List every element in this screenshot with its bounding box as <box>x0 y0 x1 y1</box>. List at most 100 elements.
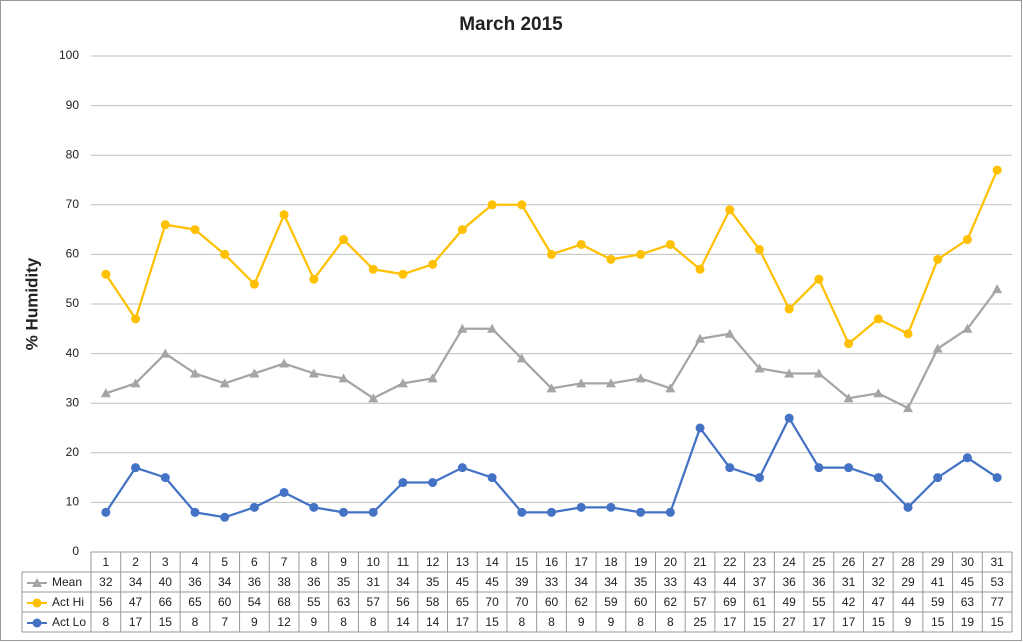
x-tick-label: 13 <box>456 555 470 569</box>
table-value: 35 <box>337 575 351 589</box>
table-value: 17 <box>812 615 826 629</box>
table-value: 34 <box>218 575 232 589</box>
data-point <box>397 378 408 388</box>
data-point <box>992 473 1002 483</box>
table-value: 44 <box>901 595 915 609</box>
data-point <box>279 210 289 220</box>
data-point <box>844 463 854 473</box>
x-tick-label: 12 <box>426 555 440 569</box>
table-value: 36 <box>782 575 796 589</box>
data-point <box>190 225 200 235</box>
table-value: 7 <box>221 615 228 629</box>
y-tick-label: 20 <box>66 445 80 459</box>
data-point <box>932 343 943 353</box>
x-tick-label: 1 <box>103 555 110 569</box>
table-value: 8 <box>548 615 555 629</box>
data-point <box>308 368 319 378</box>
table-value: 14 <box>426 615 440 629</box>
legend-key-marker <box>32 618 42 628</box>
table-value: 35 <box>634 575 648 589</box>
table-value: 9 <box>310 615 317 629</box>
data-point <box>903 502 913 512</box>
x-tick-label: 23 <box>753 555 767 569</box>
x-tick-label: 2 <box>132 555 139 569</box>
data-point <box>606 254 616 264</box>
table-value: 65 <box>456 595 470 609</box>
x-tick-label: 24 <box>782 555 796 569</box>
legend-key-marker <box>32 578 42 587</box>
table-value: 63 <box>961 595 975 609</box>
table-value: 8 <box>518 615 525 629</box>
table-value: 33 <box>545 575 559 589</box>
legend-label: Act Hi <box>52 595 84 609</box>
data-point <box>873 473 883 483</box>
table-value: 8 <box>370 615 377 629</box>
table-value: 53 <box>990 575 1004 589</box>
x-tick-label: 6 <box>251 555 258 569</box>
table-value: 35 <box>426 575 440 589</box>
x-tick-label: 4 <box>192 555 199 569</box>
table-value: 15 <box>990 615 1004 629</box>
table-value: 15 <box>872 615 886 629</box>
x-tick-label: 11 <box>397 555 410 569</box>
table-value: 8 <box>192 615 199 629</box>
table-value: 60 <box>218 595 232 609</box>
data-point <box>754 244 764 254</box>
x-tick-label: 16 <box>545 555 559 569</box>
x-tick-label: 10 <box>367 555 381 569</box>
table-value: 59 <box>604 595 618 609</box>
data-point <box>368 393 379 403</box>
data-point <box>665 383 676 393</box>
table-value: 66 <box>159 595 173 609</box>
table-value: 9 <box>251 615 258 629</box>
table-value: 15 <box>159 615 173 629</box>
data-point <box>457 323 468 333</box>
table-value: 70 <box>515 595 529 609</box>
data-point <box>725 463 735 473</box>
data-point <box>784 304 794 314</box>
data-point <box>309 502 319 512</box>
data-point <box>754 363 765 373</box>
x-tick-label: 8 <box>310 555 317 569</box>
table-value: 47 <box>129 595 143 609</box>
data-point <box>398 478 408 488</box>
x-tick-label: 14 <box>485 555 499 569</box>
data-point <box>101 269 111 279</box>
data-point <box>962 235 972 245</box>
table-value: 15 <box>485 615 499 629</box>
y-tick-label: 80 <box>66 147 80 161</box>
table-value: 54 <box>248 595 262 609</box>
data-point <box>427 373 438 383</box>
table-value: 42 <box>842 595 856 609</box>
table-value: 34 <box>396 575 410 589</box>
data-point <box>457 225 467 235</box>
table-value: 43 <box>693 575 707 589</box>
data-point <box>933 254 943 264</box>
data-point <box>279 358 290 368</box>
x-tick-label: 20 <box>664 555 678 569</box>
y-tick-label: 30 <box>66 395 80 409</box>
table-value: 8 <box>103 615 110 629</box>
table-value: 77 <box>990 595 1004 609</box>
data-point <box>962 323 973 333</box>
table-value: 27 <box>782 615 796 629</box>
data-point <box>576 502 586 512</box>
data-point <box>160 473 170 483</box>
x-tick-label: 25 <box>812 555 826 569</box>
data-point <box>189 368 200 378</box>
table-value: 45 <box>961 575 975 589</box>
table-value: 36 <box>188 575 202 589</box>
x-tick-label: 3 <box>162 555 169 569</box>
data-point <box>516 353 527 363</box>
data-point <box>457 463 467 473</box>
table-value: 34 <box>604 575 618 589</box>
data-point <box>220 512 230 522</box>
data-point <box>933 473 943 483</box>
data-point <box>131 314 141 324</box>
table-value: 8 <box>637 615 644 629</box>
data-point <box>220 249 230 259</box>
table-value: 9 <box>905 615 912 629</box>
table-value: 57 <box>693 595 707 609</box>
